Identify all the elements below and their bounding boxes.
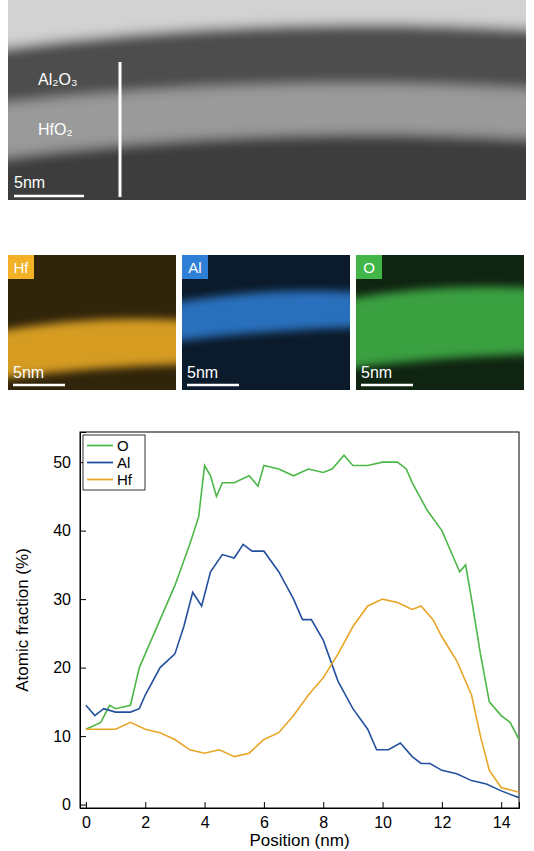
y-tick-label: 20 <box>53 659 71 676</box>
x-tick-label: 8 <box>319 814 328 831</box>
data-line <box>86 599 519 792</box>
figure: Al₂O₃ HfO₂ 5nm Hf 5nm Al 5nm O 5nm 0 2 4 6 8 10 12 14 0 10… <box>0 0 534 851</box>
scale-bar <box>361 384 413 387</box>
y-tick-mark <box>80 599 86 600</box>
y-tick-mark <box>80 736 86 737</box>
x-tick: 8 <box>319 802 328 831</box>
map-label-box <box>182 255 208 279</box>
y-tick-mark <box>80 668 86 669</box>
legend-swatch <box>87 462 113 464</box>
map-label-box <box>8 255 34 279</box>
y-tick-label: 40 <box>53 522 71 539</box>
profile-line <box>119 62 122 197</box>
x-tick-mark <box>145 802 146 808</box>
micrograph-substrate <box>8 134 526 200</box>
elemental-map: Al 5nm <box>162 255 370 390</box>
elemental-map: O 5nm <box>336 255 534 390</box>
layer-label: Al₂O₃ <box>38 71 77 88</box>
x-tick: 0 <box>82 802 91 831</box>
x-tick-label: 12 <box>433 814 451 831</box>
x-tick: 6 <box>260 802 269 831</box>
y-tick: 50 <box>53 454 86 471</box>
x-tick-mark <box>205 802 206 808</box>
x-tick-mark <box>383 802 384 808</box>
legend-label: Hf <box>117 471 133 488</box>
y-axis-title: Atomic fraction (%) <box>13 548 32 692</box>
map-label-box <box>356 255 382 279</box>
data-line <box>86 455 519 739</box>
scale-bar <box>187 384 239 387</box>
map-label: O <box>363 259 375 276</box>
y-tick: 20 <box>53 659 86 676</box>
map-label: Al <box>188 259 201 276</box>
x-tick-label: 0 <box>82 814 91 831</box>
map-label: Hf <box>14 259 30 276</box>
x-tick-label: 10 <box>374 814 392 831</box>
series-lines <box>86 455 519 797</box>
x-tick-mark <box>323 802 324 808</box>
x-axis-line <box>81 802 520 809</box>
y-tick: 0 <box>62 796 86 813</box>
x-tick: 4 <box>201 802 210 831</box>
map-signal-band <box>182 291 350 343</box>
x-tick: 14 <box>493 802 511 831</box>
x-tick-label: 14 <box>493 814 511 831</box>
plot-frame <box>80 432 519 808</box>
y-axis: 0 10 20 30 40 50 <box>53 433 86 814</box>
legend-label: Al <box>117 454 130 471</box>
y-tick: 40 <box>53 522 86 539</box>
layer-label: HfO₂ <box>38 121 73 138</box>
map-signal-band <box>356 287 524 370</box>
micrograph <box>8 0 526 200</box>
y-tick: 30 <box>53 591 86 608</box>
scale-bar-label: 5nm <box>361 364 392 381</box>
y-tick-label: 50 <box>53 454 71 471</box>
map-signal-band <box>8 319 176 380</box>
y-tick: 10 <box>53 728 86 745</box>
x-tick-mark <box>501 802 502 808</box>
line-chart: 0 2 4 6 8 10 12 14 0 10 20 30 40 50 Position (nm) Atomi… <box>13 432 520 850</box>
legend-label: O <box>117 437 129 454</box>
elemental-map: Hf 5nm <box>0 255 196 390</box>
y-tick-mark <box>80 805 86 806</box>
x-tick-label: 2 <box>141 814 150 831</box>
y-tick-label: 10 <box>53 728 71 745</box>
scale-bar <box>14 195 84 198</box>
legend: OAlHf <box>83 435 145 490</box>
scale-bar-label: 5nm <box>14 174 45 191</box>
x-tick-mark <box>264 802 265 808</box>
scale-bar <box>13 384 65 387</box>
x-axis: 0 2 4 6 8 10 12 14 <box>81 802 520 831</box>
y-tick-label: 30 <box>53 591 71 608</box>
x-tick-label: 6 <box>260 814 269 831</box>
x-tick: 2 <box>141 802 150 831</box>
legend-swatch <box>87 479 113 481</box>
legend-box <box>83 435 145 490</box>
y-tick-mark <box>80 531 86 532</box>
scale-bar-label: 5nm <box>13 364 44 381</box>
x-tick: 10 <box>374 802 392 831</box>
x-tick-label: 4 <box>201 814 210 831</box>
data-line <box>86 544 519 797</box>
legend-swatch <box>87 445 113 447</box>
x-axis-title: Position (nm) <box>249 831 349 850</box>
x-tick-mark <box>86 802 87 808</box>
y-tick-label: 0 <box>62 796 71 813</box>
x-tick-mark <box>442 802 443 808</box>
x-tick: 12 <box>433 802 451 831</box>
scale-bar-label: 5nm <box>187 364 218 381</box>
